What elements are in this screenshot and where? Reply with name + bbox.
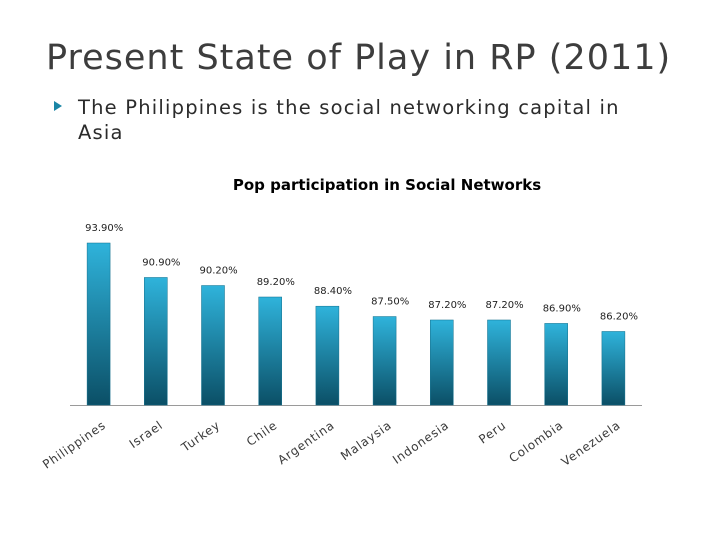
- bar-malaysia: [372, 316, 397, 406]
- bar-colombia: [544, 323, 568, 406]
- bar-venezuela: [601, 331, 626, 406]
- tick-label: Turkey: [178, 418, 223, 455]
- bar-chile: [258, 296, 282, 406]
- data-label: 87.20%: [486, 300, 524, 311]
- tick-label: Philippines: [40, 418, 108, 472]
- tick-label: Venezuela: [559, 418, 623, 469]
- tick-label: Peru: [476, 418, 509, 447]
- bullet-text: The Philippines is the social networking…: [78, 96, 620, 144]
- data-label: 86.20%: [600, 311, 638, 322]
- tick-label: Argentina: [275, 418, 337, 467]
- data-label: 90.90%: [142, 257, 180, 268]
- data-label: 87.20%: [428, 300, 466, 311]
- data-label: 90.20%: [200, 266, 238, 277]
- chart-title: Pop participation in Social Networks: [232, 176, 542, 194]
- tick-label: Chile: [244, 418, 280, 449]
- bar-turkey: [201, 285, 225, 406]
- data-label: 93.90%: [85, 223, 123, 234]
- bar-peru: [487, 319, 511, 406]
- slide-title: Present State of Play in RP (2011): [46, 38, 672, 78]
- tick-label: Malaysia: [338, 418, 394, 463]
- data-label: 86.90%: [543, 303, 581, 314]
- bar-israel: [144, 277, 168, 406]
- data-label: 89.20%: [257, 277, 295, 288]
- data-label: 87.50%: [371, 297, 409, 308]
- bar-indonesia: [430, 319, 454, 406]
- tick-label: Colombia: [506, 418, 565, 465]
- data-label: 88.40%: [314, 286, 352, 297]
- bar-philippines: [86, 242, 111, 406]
- bullet-arrow-icon: [54, 101, 62, 111]
- tick-label: Indonesia: [390, 418, 451, 467]
- tick-label: Israel: [127, 418, 166, 451]
- bar-argentina: [315, 305, 340, 406]
